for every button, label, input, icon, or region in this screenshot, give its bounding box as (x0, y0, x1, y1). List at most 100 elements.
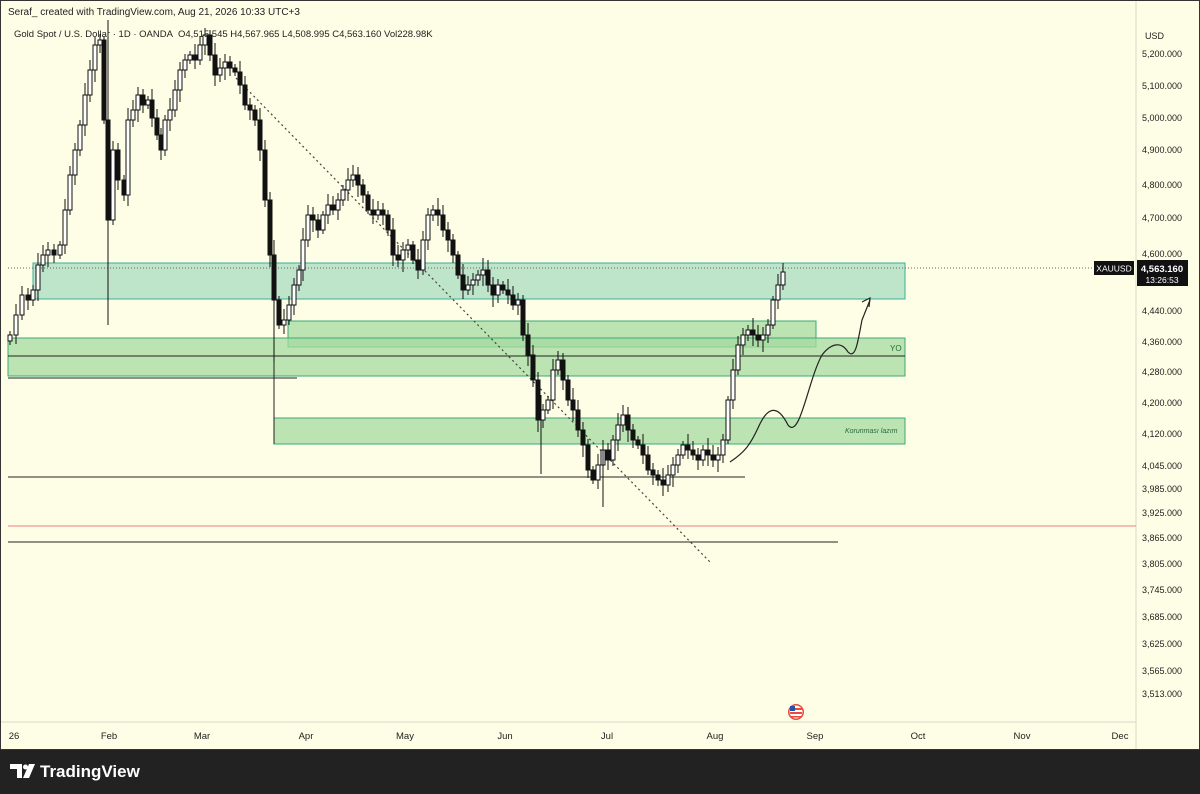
tradingview-brand-text: TradingView (40, 762, 141, 781)
candle-body-up (715, 454, 721, 461)
candle-body-up (595, 464, 601, 481)
candle-body-up (35, 264, 41, 291)
supply-zone-teal[interactable] (32, 262, 906, 300)
zone-green-yo[interactable] (7, 337, 906, 377)
candle-body-up (375, 209, 381, 216)
candle-body-down (590, 469, 596, 481)
candle-body-up (291, 284, 297, 306)
candle-body-down (415, 259, 421, 271)
price-tick-label: 3,685.000 (1142, 612, 1182, 622)
candle-body-up (300, 239, 306, 271)
candle-body-down (605, 449, 611, 461)
candle-body-up (335, 199, 341, 211)
candle-body-up (286, 304, 292, 321)
candle-body-up (550, 369, 556, 401)
candle-body-up (125, 119, 131, 196)
time-axis-ticks: 26 Feb Mar Apr May Jun Jul Aug Sep Oct Nov Dec (9, 731, 1129, 742)
candle-body-down (242, 84, 248, 106)
price-tick-label: 5,200.000 (1142, 49, 1182, 59)
candle-body-down (450, 239, 456, 256)
candle-body-down (485, 269, 491, 286)
candle-body-up (305, 214, 311, 241)
candle-body-down (154, 117, 160, 136)
candle-body-up (82, 94, 88, 126)
candle-body-down (755, 334, 761, 341)
candle-body-up (296, 269, 302, 286)
price-tick-label: 4,900.000 (1142, 145, 1182, 155)
zone-green-protect[interactable] (273, 417, 906, 445)
candle-body-down (505, 289, 511, 296)
candle-body-up (735, 344, 741, 371)
candle-body-up (775, 284, 781, 301)
price-tick-label: 3,565.000 (1142, 666, 1182, 676)
candle-body-down (315, 219, 321, 231)
candle-body-down (101, 39, 107, 121)
current-price-label[interactable]: XAUUSD 4,563.160 13:26:53 (1094, 260, 1188, 286)
time-tick-label: Mar (194, 731, 210, 742)
price-label-value: 4,563.160 (1141, 264, 1183, 275)
price-label-box (1137, 260, 1188, 286)
candle-body-up (615, 424, 621, 441)
price-tick-label: 3,745.000 (1142, 585, 1182, 595)
candle-body-down (585, 444, 591, 471)
header-credit: Seraf_ created with TradingView.com, Aug… (8, 7, 300, 18)
candle-body-up (770, 299, 776, 326)
candle-body-up (480, 269, 486, 276)
projection-path[interactable] (729, 299, 871, 463)
price-tick-label: 3,925.000 (1142, 508, 1182, 518)
candle-body-down (360, 184, 366, 196)
candle-body-up (515, 299, 521, 306)
candle-body-down (247, 104, 253, 111)
candle-body-down (630, 429, 636, 441)
time-tick-label: Apr (299, 731, 314, 742)
candle-body-up (217, 67, 223, 76)
candle-body-up (610, 439, 616, 461)
candle-body-down (580, 429, 586, 446)
zone-label-protect: Korunması lazım (845, 428, 898, 435)
candle-body-down (690, 449, 696, 456)
us-flag-event-icon[interactable] (788, 704, 804, 720)
candle-body-down (365, 194, 371, 211)
price-tick-label: 3,985.000 (1142, 484, 1182, 494)
price-tick-label: 5,000.000 (1142, 113, 1182, 123)
time-tick-label: Aug (707, 731, 724, 742)
price-tick-label: 4,360.000 (1142, 337, 1182, 347)
candle-body-down (252, 109, 258, 121)
time-tick-label: Nov (1014, 731, 1031, 742)
symbol-label-text: XAUUSD (1096, 264, 1131, 274)
candle-body-down (158, 134, 164, 151)
price-tick-label: 3,625.000 (1142, 639, 1182, 649)
candle-body-down (655, 474, 661, 481)
candle-body-down (645, 454, 651, 471)
currency-label: USD (1145, 31, 1165, 41)
candle-body-down (207, 34, 213, 56)
candle-body-up (97, 39, 103, 46)
tradingview-logo[interactable]: TradingView (10, 762, 141, 781)
candle-body-up (87, 69, 93, 96)
candle-body-down (51, 249, 57, 256)
price-tick-label: 3,805.000 (1142, 559, 1182, 569)
candle-body-up (725, 399, 731, 441)
candle-body-down (267, 199, 273, 256)
time-tick-label: Jun (497, 731, 512, 742)
candle-body-down (520, 299, 526, 336)
candle-body-up (135, 94, 141, 111)
candle-body-down (750, 329, 756, 336)
candle-body-up (475, 274, 481, 281)
candle-body-down (380, 209, 386, 216)
symbol-line[interactable]: Gold Spot / U.S. Dollar · 1D · OANDA (14, 29, 174, 40)
price-tick-label: 3,513.000 (1142, 689, 1182, 699)
price-tick-label: 4,440.000 (1142, 306, 1182, 316)
candle-body-down (257, 119, 263, 151)
candle-body-up (540, 409, 546, 421)
price-tick-label: 4,280.000 (1142, 367, 1182, 377)
price-tick-label: 4,800.000 (1142, 180, 1182, 190)
price-tick-label: 4,045.000 (1142, 461, 1182, 471)
candle-body-down (455, 254, 461, 276)
time-tick-label: Jul (601, 731, 613, 742)
candle-body-up (110, 149, 116, 221)
candle-body-up (620, 414, 626, 426)
candle-body-up (765, 324, 771, 336)
candle-body-up (320, 214, 326, 231)
